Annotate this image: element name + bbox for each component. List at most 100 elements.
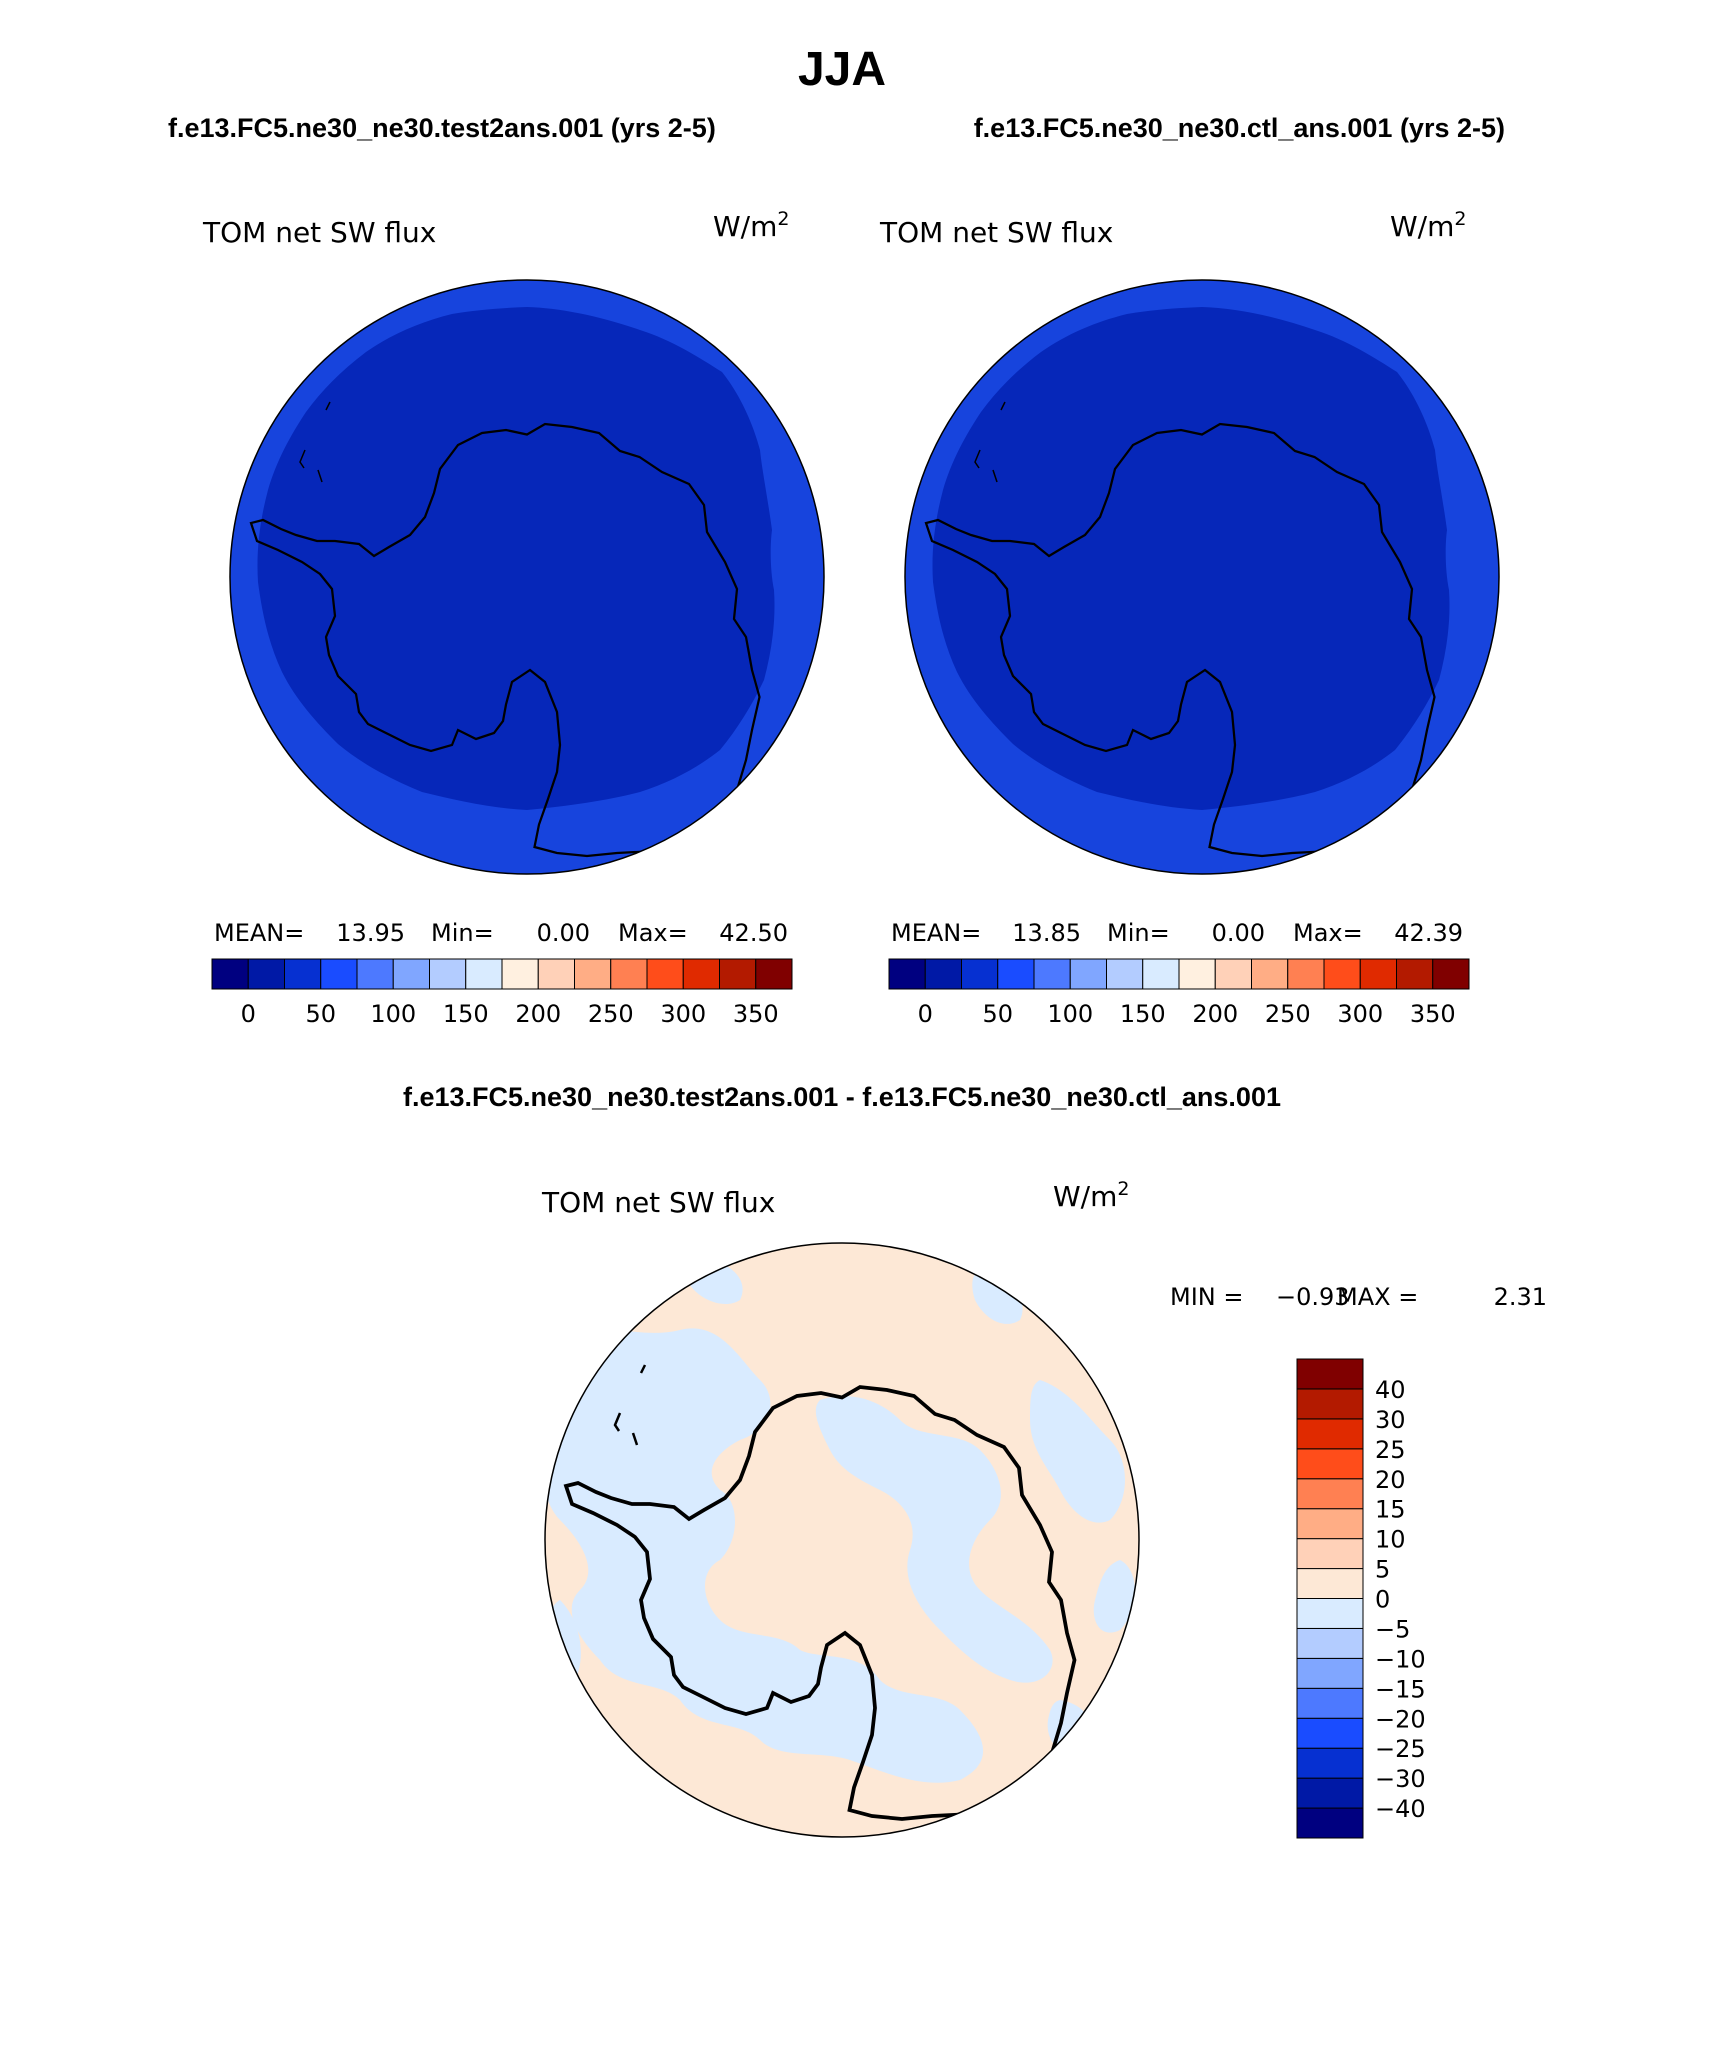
panel-right-mean: 13.85 — [1012, 919, 1081, 947]
colorbar-tick-label: 10 — [1375, 1526, 1406, 1554]
colorbar-swatch — [961, 958, 999, 990]
colorbar-tick-label: −10 — [1375, 1645, 1426, 1673]
panel-left-stats: MEAN= 13.95 Min= 0.00 Max= 42.50 — [214, 919, 788, 947]
colorbar-tick-label: 100 — [1047, 1000, 1093, 1028]
case-title-left: f.e13.FC5.ne30_ne30.test2ans.001 (yrs 2-… — [168, 113, 716, 143]
panel-left-min: 0.00 — [537, 919, 590, 947]
colorbar-swatch — [646, 958, 684, 990]
colorbar-swatch — [997, 958, 1035, 990]
panel-left: TOM net SW flux W/m2 MEAN= 13.95 Min= 0.… — [202, 208, 825, 1028]
colorbar-tick-label: 0 — [1375, 1586, 1390, 1614]
colorbar-tick-label: 30 — [1375, 1406, 1406, 1434]
colorbar-swatch — [320, 958, 358, 990]
colorbar-swatch — [924, 958, 962, 990]
colorbar-tick-label: 20 — [1375, 1466, 1406, 1494]
colorbar-swatch — [1396, 958, 1434, 990]
colorbar-swatch — [1296, 1478, 1364, 1510]
case-title-right: f.e13.FC5.ne30_ne30.ctl_ans.001 (yrs 2-5… — [974, 113, 1505, 143]
colorbar-swatch — [755, 958, 793, 990]
panel-diff-units: W/m2 — [1053, 1178, 1130, 1213]
colorbar-swatch — [537, 958, 575, 990]
colorbar-tick-label: 200 — [515, 1000, 561, 1028]
panel-right-min: 0.00 — [1212, 919, 1265, 947]
colorbar-swatch — [1432, 958, 1470, 990]
colorbar-tick-label: 250 — [1265, 1000, 1311, 1028]
colorbar-right: 0 50 100 150 200 250 300 350 — [888, 958, 1470, 1028]
colorbar-swatch — [574, 958, 612, 990]
colorbar-left: 0 50 100 150 200 250 300 350 — [211, 958, 793, 1028]
colorbar-swatch — [356, 958, 394, 990]
map-diff — [545, 1243, 1139, 1837]
colorbar-swatch — [1296, 1508, 1364, 1540]
colorbar-swatch — [888, 958, 926, 990]
colorbar-swatch — [501, 958, 539, 990]
colorbar-swatch — [1251, 958, 1289, 990]
panel-right-stats: MEAN= 13.85 Min= 0.00 Max= 42.39 — [891, 919, 1463, 947]
diff-title: f.e13.FC5.ne30_ne30.test2ans.001 - f.e13… — [403, 1082, 1281, 1112]
colorbar-tick-label: 200 — [1192, 1000, 1238, 1028]
colorbar-tick-label: −40 — [1375, 1795, 1426, 1823]
colorbar-swatch — [1296, 1538, 1364, 1570]
map-right-inner-field — [932, 307, 1450, 810]
panel-diff-min-label: MIN = — [1170, 1283, 1243, 1311]
colorbar-swatch — [1323, 958, 1361, 990]
panel-right-units: W/m2 — [1390, 208, 1467, 243]
colorbar-tick-label: 350 — [733, 1000, 779, 1028]
colorbar-swatch — [429, 958, 467, 990]
colorbar-swatch — [392, 958, 430, 990]
colorbar-tick-label: −5 — [1375, 1615, 1410, 1643]
map-left-inner-field — [257, 307, 775, 810]
colorbar-swatch — [1296, 1418, 1364, 1450]
colorbar-swatch — [1296, 1568, 1364, 1599]
colorbar-swatch — [1142, 958, 1180, 990]
colorbar-swatch — [1178, 958, 1216, 990]
colorbar-swatch — [1296, 1598, 1364, 1629]
map-left — [230, 280, 824, 874]
panel-right: TOM net SW flux W/m2 MEAN= 13.85 Min= 0.… — [879, 208, 1500, 1028]
colorbar-swatch — [1069, 958, 1107, 990]
colorbar-swatch — [1033, 958, 1071, 990]
colorbar-tick-label: 40 — [1375, 1376, 1406, 1404]
colorbar-swatch — [1287, 958, 1325, 990]
panel-diff-max: 2.31 — [1494, 1283, 1547, 1311]
colorbar-swatch — [1106, 958, 1144, 990]
colorbar-swatch — [211, 958, 249, 990]
panel-right-mean-label: MEAN= — [891, 919, 981, 947]
colorbar-tick-label: −30 — [1375, 1765, 1426, 1793]
colorbar-tick-label: 150 — [443, 1000, 489, 1028]
panel-left-max: 42.50 — [719, 919, 788, 947]
colorbar-swatch — [1296, 1717, 1364, 1749]
colorbar-tick-label: 150 — [1120, 1000, 1166, 1028]
colorbar-swatch — [1296, 1657, 1364, 1689]
panel-right-variable: TOM net SW flux — [879, 216, 1113, 249]
map-right — [905, 280, 1499, 874]
map-diff-peninsula-islands — [545, 1364, 647, 1446]
colorbar-swatch — [1296, 1807, 1364, 1839]
colorbar-tick-label: −20 — [1375, 1705, 1426, 1733]
colorbar-tick-label: 0 — [918, 1000, 933, 1028]
panel-diff-max-label: MAX = — [1337, 1283, 1418, 1311]
panel-left-max-label: Max= — [618, 919, 688, 947]
colorbar-tick-label: 300 — [1337, 1000, 1383, 1028]
colorbar-swatch — [1296, 1388, 1364, 1420]
colorbar-tick-label: 50 — [982, 1000, 1013, 1028]
colorbar-swatch — [719, 958, 757, 990]
map-right-border — [904, 279, 1500, 875]
colorbar-swatch — [1214, 958, 1252, 990]
colorbar-swatch — [1296, 1448, 1364, 1480]
colorbar-swatch — [1359, 958, 1397, 990]
colorbar-swatch — [1296, 1358, 1364, 1390]
panel-diff-min: −0.93 — [1276, 1283, 1350, 1311]
colorbar-swatch — [284, 958, 322, 990]
map-diff-border — [544, 1242, 1140, 1838]
panel-diff-stats: MIN = −0.93 MAX = 2.31 — [1170, 1283, 1547, 1311]
panel-left-variable: TOM net SW flux — [202, 216, 436, 249]
panel-diff: TOM net SW flux W/m2 MIN = −0.93 MAX = — [541, 1178, 1547, 1839]
season-title: JJA — [798, 43, 886, 96]
panel-right-max: 42.39 — [1394, 919, 1463, 947]
colorbar-tick-label: 25 — [1375, 1436, 1406, 1464]
colorbar-tick-label: 50 — [305, 1000, 336, 1028]
colorbar-tick-label: −15 — [1375, 1675, 1426, 1703]
colorbar-tick-label: 350 — [1410, 1000, 1456, 1028]
